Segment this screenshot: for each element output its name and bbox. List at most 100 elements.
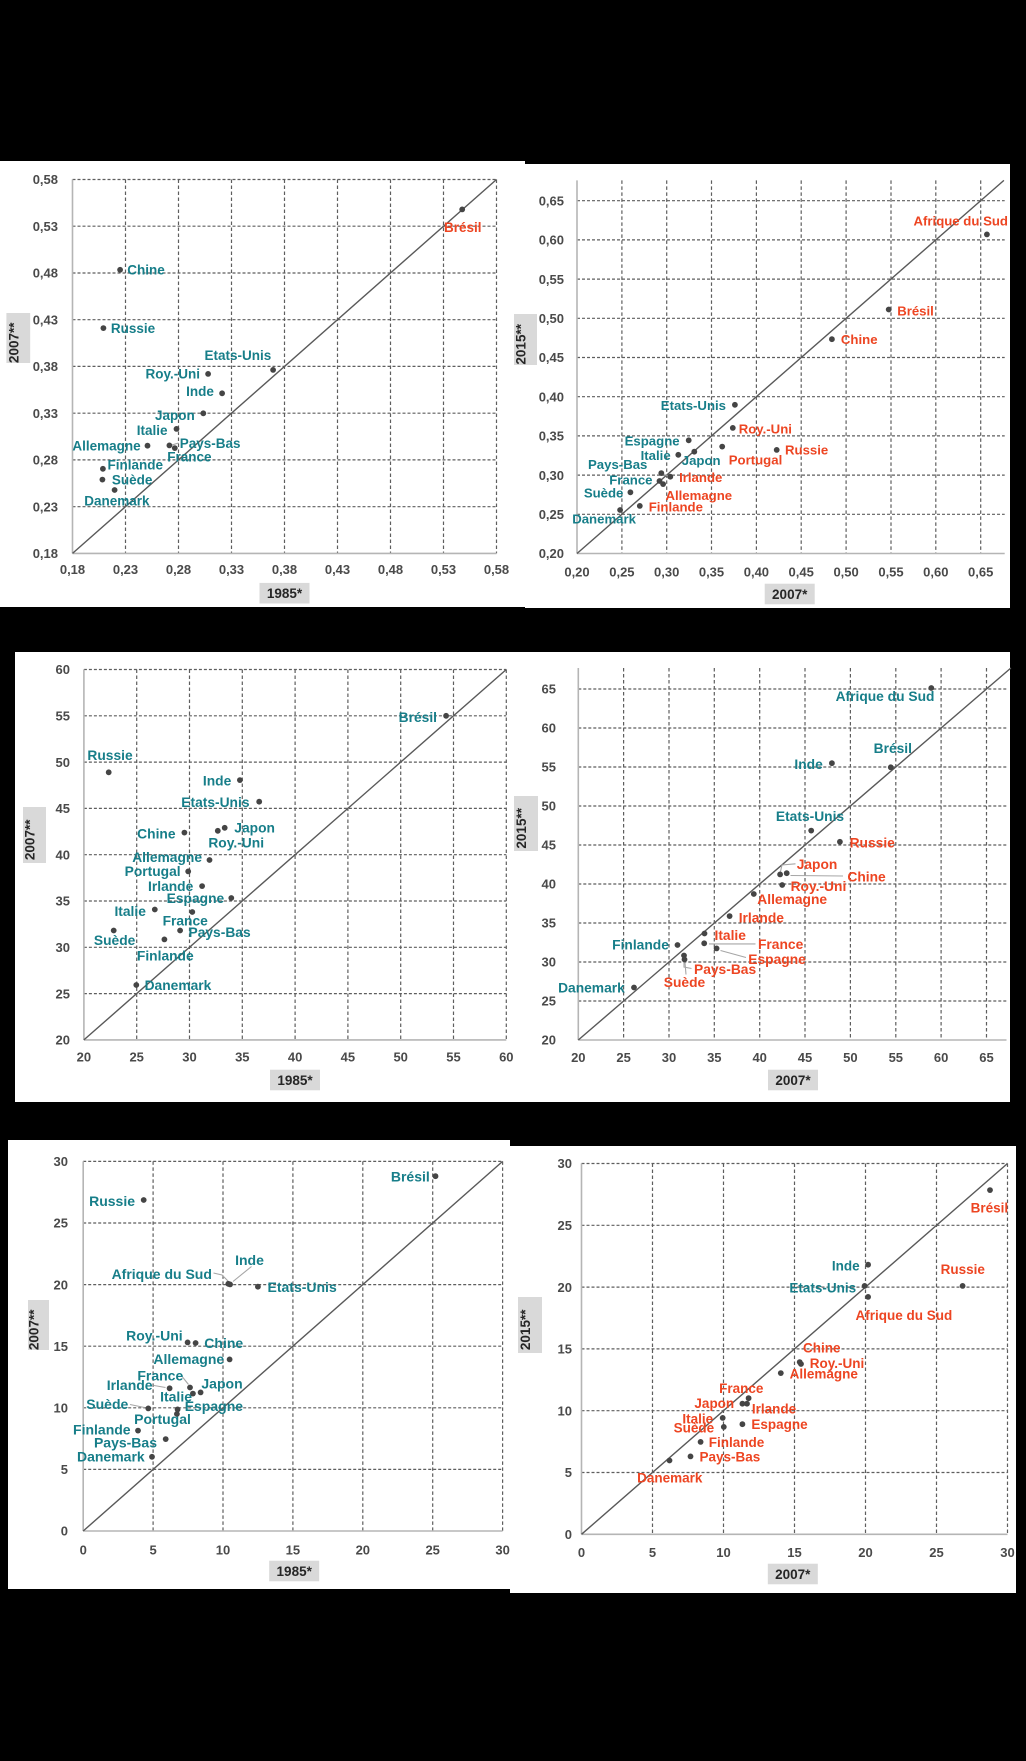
- svg-text:30: 30: [54, 1154, 68, 1169]
- svg-text:Italie: Italie: [160, 1389, 192, 1405]
- svg-text:Russie: Russie: [89, 1193, 135, 1209]
- svg-text:0,30: 0,30: [654, 565, 679, 580]
- svg-text:30: 30: [662, 1050, 676, 1065]
- svg-text:2015**: 2015**: [518, 1309, 533, 1350]
- svg-text:65: 65: [542, 682, 556, 697]
- svg-text:0,33: 0,33: [33, 406, 58, 421]
- svg-text:Brésil: Brésil: [444, 220, 482, 235]
- svg-text:60: 60: [499, 1050, 513, 1065]
- svg-text:0,40: 0,40: [744, 565, 769, 580]
- svg-text:35: 35: [707, 1050, 721, 1065]
- svg-text:Finlande: Finlande: [73, 1421, 131, 1437]
- svg-text:Chine: Chine: [847, 870, 886, 885]
- svg-text:Etats-Unis: Etats-Unis: [205, 348, 272, 363]
- svg-text:Suède: Suède: [674, 1421, 715, 1436]
- svg-text:Russie: Russie: [941, 1262, 986, 1277]
- svg-text:Suède: Suède: [664, 975, 706, 990]
- svg-text:50: 50: [393, 1050, 407, 1065]
- svg-text:Russie: Russie: [850, 836, 896, 851]
- svg-text:Brésil: Brésil: [897, 303, 934, 318]
- svg-text:Brésil: Brésil: [391, 1169, 430, 1185]
- svg-text:Roy.-Uni: Roy.-Uni: [146, 367, 201, 382]
- svg-text:0,35: 0,35: [699, 565, 724, 580]
- svg-text:Espagne: Espagne: [625, 434, 680, 449]
- svg-text:Etats-Unis: Etats-Unis: [661, 398, 726, 413]
- svg-text:Chine: Chine: [137, 826, 176, 841]
- svg-text:0,65: 0,65: [968, 565, 993, 580]
- svg-text:45: 45: [341, 1050, 355, 1065]
- svg-text:Brésil: Brésil: [399, 710, 437, 725]
- svg-text:0,23: 0,23: [113, 562, 138, 577]
- svg-text:0,53: 0,53: [431, 562, 456, 577]
- svg-text:Japon: Japon: [234, 821, 275, 836]
- svg-text:Russie: Russie: [785, 443, 828, 458]
- svg-text:Chine: Chine: [204, 1335, 243, 1351]
- svg-text:2015**: 2015**: [514, 323, 529, 364]
- svg-text:Danemark: Danemark: [77, 1449, 145, 1465]
- svg-text:0,25: 0,25: [609, 565, 634, 580]
- svg-text:Espagne: Espagne: [748, 952, 806, 967]
- svg-text:Suède: Suède: [584, 486, 624, 501]
- svg-text:Chine: Chine: [841, 332, 878, 347]
- svg-text:Allemagne: Allemagne: [665, 488, 732, 503]
- svg-text:France: France: [719, 1381, 764, 1396]
- svg-text:Finlande: Finlande: [612, 938, 669, 953]
- svg-text:0,25: 0,25: [539, 507, 564, 522]
- svg-text:50: 50: [542, 799, 556, 814]
- svg-text:Inde: Inde: [186, 384, 214, 399]
- svg-text:Afrique du Sud: Afrique du Sud: [112, 1266, 212, 1282]
- svg-text:20: 20: [558, 1280, 572, 1295]
- svg-text:55: 55: [542, 760, 556, 775]
- svg-text:2007**: 2007**: [6, 322, 21, 363]
- svg-text:2015**: 2015**: [514, 807, 529, 848]
- svg-text:France: France: [163, 913, 209, 928]
- svg-text:0,23: 0,23: [33, 499, 58, 514]
- svg-text:35: 35: [542, 916, 556, 931]
- svg-text:Finlande: Finlande: [649, 500, 703, 515]
- svg-text:Roy.-Uni: Roy.-Uni: [208, 836, 264, 851]
- svg-text:30: 30: [495, 1543, 509, 1558]
- svg-text:Roy.-Uni: Roy.-Uni: [810, 1356, 865, 1371]
- svg-text:Suède: Suède: [112, 473, 153, 488]
- svg-text:1985*: 1985*: [277, 1073, 313, 1088]
- svg-text:2007*: 2007*: [775, 1567, 811, 1582]
- svg-text:0,28: 0,28: [33, 453, 58, 468]
- svg-text:0,43: 0,43: [33, 312, 58, 327]
- svg-text:45: 45: [56, 801, 70, 816]
- svg-text:0,45: 0,45: [789, 565, 814, 580]
- svg-text:Roy.-Uni: Roy.-Uni: [791, 879, 847, 894]
- svg-text:0,43: 0,43: [325, 562, 350, 577]
- svg-text:0,55: 0,55: [878, 565, 903, 580]
- svg-text:10: 10: [558, 1403, 572, 1418]
- svg-text:0: 0: [565, 1527, 572, 1542]
- svg-text:15: 15: [54, 1339, 68, 1354]
- svg-text:0,38: 0,38: [33, 359, 58, 374]
- svg-text:France: France: [137, 1367, 183, 1383]
- svg-text:Irlande: Irlande: [679, 470, 722, 485]
- svg-text:20: 20: [542, 1033, 556, 1048]
- svg-text:5: 5: [649, 1545, 656, 1560]
- svg-text:France: France: [758, 937, 804, 952]
- svg-text:0: 0: [61, 1524, 68, 1539]
- svg-text:2007*: 2007*: [772, 587, 808, 602]
- svg-text:Portugal: Portugal: [729, 453, 782, 468]
- svg-text:Afrique du Sud: Afrique du Sud: [913, 213, 1008, 228]
- svg-text:Afrique du Sud: Afrique du Sud: [836, 689, 935, 704]
- svg-text:0,60: 0,60: [923, 565, 948, 580]
- svg-text:25: 25: [129, 1050, 143, 1065]
- svg-text:Etats-Unis: Etats-Unis: [268, 1279, 337, 1295]
- svg-text:40: 40: [752, 1050, 766, 1065]
- svg-text:Espagne: Espagne: [167, 891, 225, 906]
- svg-text:15: 15: [787, 1545, 801, 1560]
- svg-text:Allemagne: Allemagne: [757, 892, 827, 907]
- svg-text:Allemagne: Allemagne: [153, 1351, 224, 1367]
- svg-text:Japon: Japon: [155, 408, 195, 423]
- svg-text:France: France: [609, 472, 652, 487]
- svg-text:0,45: 0,45: [539, 350, 564, 365]
- svg-text:Danemark: Danemark: [558, 981, 625, 996]
- svg-text:Etats-Unis: Etats-Unis: [789, 1280, 856, 1295]
- svg-text:0,40: 0,40: [539, 389, 564, 404]
- svg-text:0: 0: [80, 1543, 87, 1558]
- svg-text:0,18: 0,18: [33, 546, 58, 561]
- svg-text:Italie: Italie: [682, 1412, 713, 1427]
